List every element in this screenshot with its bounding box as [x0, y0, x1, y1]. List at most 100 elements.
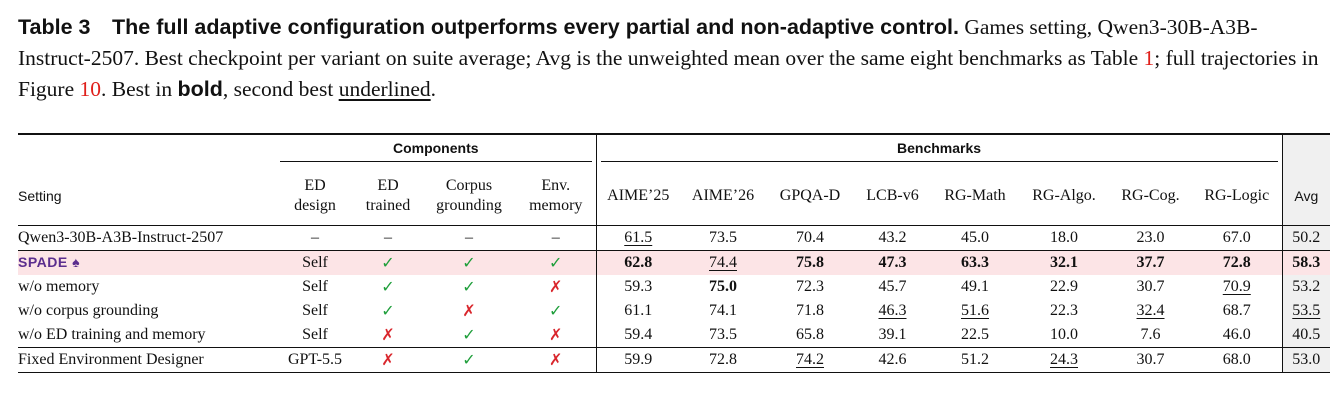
column-header-line: Corpus: [445, 177, 493, 194]
cell-value: 45.0: [961, 229, 989, 246]
cell-value: ✗: [381, 350, 395, 369]
cell-value: 68.7: [1222, 302, 1251, 319]
cell-value: –: [465, 229, 473, 246]
table-cell: 18.0: [1019, 226, 1109, 251]
table-cell: ✓: [422, 347, 516, 373]
table-cell: 62.8: [595, 250, 680, 275]
table-cell: w/o corpus grounding: [18, 299, 276, 323]
cell-value: ✓: [462, 350, 476, 369]
table-cell: Qwen3-30B-A3B-Instruct-2507: [18, 226, 276, 251]
cell-value: 62.8: [624, 254, 653, 271]
table-cell: w/o ED training and memory: [18, 323, 276, 348]
table-row: Qwen3-30B-A3B-Instruct-2507 – – – – 61.5 73.5 7…: [18, 225, 1331, 251]
caption-text: .: [430, 77, 437, 101]
table-cell: ✓: [516, 250, 596, 275]
cell-value: 32.1: [1050, 254, 1078, 271]
table-cell: ✓: [354, 250, 422, 275]
column-header-line: RG-Math: [944, 187, 1006, 204]
table-cell: 59.3: [595, 275, 680, 299]
table-cell: 68.0: [1192, 347, 1283, 373]
group-header: Benchmarks: [595, 133, 1283, 167]
table-cell: 72.8: [680, 347, 766, 373]
row-section: Fixed Environment Designer GPT-5.5 ✗ ✓ ✗ 59.9…: [18, 347, 1331, 373]
cell-value: 58.3: [1292, 254, 1321, 271]
column-header-line: design: [294, 197, 336, 214]
table-cell: ✓: [516, 299, 596, 323]
table-cell: –: [422, 226, 516, 251]
row-label: w/o ED training and memory: [18, 326, 206, 343]
column-header: RG-Algo.: [1019, 167, 1109, 226]
column-header-line: RG-Algo.: [1032, 187, 1096, 204]
cell-value: 37.7: [1136, 254, 1165, 271]
table-cell: 22.3: [1019, 299, 1109, 323]
cell-value: 70.4: [796, 229, 824, 246]
row-section: SPADE ♠ Self ✓ ✓ ✓ 62.8 74.4 75.8 47.3 63.3 32.1 37…: [18, 250, 1331, 348]
cell-value: 22.3: [1050, 302, 1078, 319]
cell-value: 74.1: [709, 302, 737, 319]
cell-value: 68.0: [1222, 351, 1251, 368]
caption-text: underlined: [338, 77, 431, 101]
table-cell: 68.7: [1192, 299, 1282, 323]
table-cell: 40.5: [1281, 323, 1331, 348]
column-header-line: ED: [304, 177, 326, 194]
group-label: Components: [280, 140, 592, 162]
cell-value: 59.3: [624, 278, 653, 295]
row-label: w/o memory: [18, 278, 100, 295]
cell-value: 40.5: [1292, 326, 1321, 343]
table-cell: 22.9: [1019, 275, 1109, 299]
column-header: AIME’26: [680, 167, 766, 226]
cell-value: 10.0: [1050, 326, 1078, 343]
table-cell: 45.0: [931, 226, 1019, 251]
cell-value: 59.4: [624, 326, 653, 343]
table-cell: 30.7: [1109, 347, 1192, 373]
cell-value: 51.6: [961, 302, 989, 319]
cell-value: ✓: [462, 277, 476, 296]
table-cell: Self: [276, 275, 354, 299]
table-cell: GPT-5.5: [276, 347, 354, 373]
cell-value: 24.3: [1050, 351, 1078, 368]
table-row: SPADE ♠ Self ✓ ✓ ✓ 62.8 74.4 75.8 47.3 63.3 32.1 37…: [18, 250, 1331, 275]
cell-value: 22.5: [961, 326, 989, 343]
cell-value: 30.7: [1136, 351, 1165, 368]
cell-value: 7.6: [1140, 326, 1161, 343]
table-cell: 23.0: [1109, 226, 1192, 251]
table-cell: ✗: [516, 275, 596, 299]
column-header-line: Avg: [1294, 188, 1319, 204]
table-cell: 46.0: [1192, 323, 1282, 348]
cell-value: Self: [302, 278, 328, 295]
table-cell: 75.8: [766, 250, 854, 275]
cell-value: GPT-5.5: [287, 351, 343, 368]
column-header-line: LCB-v6: [866, 187, 919, 204]
table-cell: 30.7: [1109, 275, 1192, 299]
cell-value: 73.5: [709, 229, 737, 246]
caption-text: bold: [177, 77, 223, 101]
table-cell: 51.2: [931, 347, 1019, 373]
column-header-line: memory: [529, 197, 583, 214]
cell-value: 53.2: [1292, 278, 1321, 295]
table-cell: –: [516, 226, 596, 251]
cell-value: 45.7: [878, 278, 907, 295]
column-header-line: trained: [365, 197, 411, 214]
column-header: Corpus grounding: [422, 167, 516, 226]
table-cell: 70.9: [1192, 275, 1282, 299]
caption-label: Table 3: [18, 15, 91, 39]
cell-value: –: [384, 229, 392, 246]
cell-value: ✓: [381, 253, 395, 272]
table-cell: 43.2: [854, 226, 931, 251]
table-cell: ✓: [422, 250, 516, 275]
row-label: Qwen3-30B-A3B-Instruct-2507: [18, 229, 224, 246]
results-table: Components Benchmarks Setting ED design ED tra…: [18, 133, 1331, 373]
cell-value: 73.5: [709, 326, 737, 343]
column-header: AIME’25: [595, 167, 680, 226]
cell-value: 61.5: [624, 229, 653, 246]
table-cell: 71.8: [766, 299, 854, 323]
cell-value: 51.2: [961, 351, 989, 368]
cell-value: 74.2: [796, 351, 824, 368]
cell-value: 46.0: [1222, 326, 1251, 343]
cell-value: 72.8: [1222, 254, 1251, 271]
table-cell: 70.4: [766, 226, 854, 251]
caption-text: ; full trajectories in Figure: [18, 46, 1319, 101]
table-cell: –: [276, 226, 354, 251]
cell-value: ✗: [549, 325, 563, 344]
